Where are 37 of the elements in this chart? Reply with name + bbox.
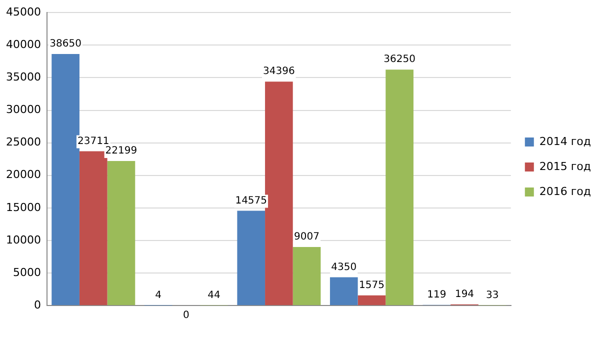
bar: [52, 54, 80, 306]
data-label: 119: [427, 289, 446, 300]
bar: [330, 277, 358, 306]
data-label: 36250: [384, 54, 416, 66]
y-tick-label: 20000: [6, 168, 41, 182]
y-tick-label: 10000: [6, 233, 41, 246]
bar: [265, 82, 293, 306]
bar: [79, 151, 108, 306]
data-label: 0: [182, 310, 190, 322]
y-tick-label: 45000: [6, 5, 41, 18]
data-label: 38650: [50, 38, 82, 50]
data-label: 14575: [235, 195, 268, 206]
bar: [358, 295, 386, 306]
y-tick-label: 15000: [6, 200, 41, 214]
bar: [386, 70, 414, 306]
y-tick-label: 5000: [12, 266, 41, 279]
y-tick-label: 40000: [6, 38, 41, 52]
data-label: 33: [486, 290, 499, 301]
bar: [107, 161, 136, 306]
data-label: 4350: [331, 262, 357, 273]
data-label: 4: [155, 290, 162, 302]
data-label: 44: [208, 290, 220, 301]
legend-label: 2014 год: [539, 134, 592, 148]
data-label: 9007: [294, 232, 320, 243]
bar: [292, 246, 321, 306]
data-label: 34396: [263, 66, 295, 78]
data-label: 1575: [358, 280, 384, 291]
data-label: 194: [454, 288, 474, 300]
y-tick-label: 30000: [6, 103, 41, 116]
legend-label: 2016 год: [539, 184, 592, 198]
y-tick-label: 0: [34, 298, 41, 312]
y-tick-label: 25000: [6, 136, 41, 149]
y-tick-label: 35000: [6, 70, 41, 84]
bar: [237, 210, 266, 306]
data-label: 23711: [77, 136, 110, 147]
legend-label: 2015 год: [539, 160, 592, 173]
data-label: 22199: [105, 146, 138, 157]
